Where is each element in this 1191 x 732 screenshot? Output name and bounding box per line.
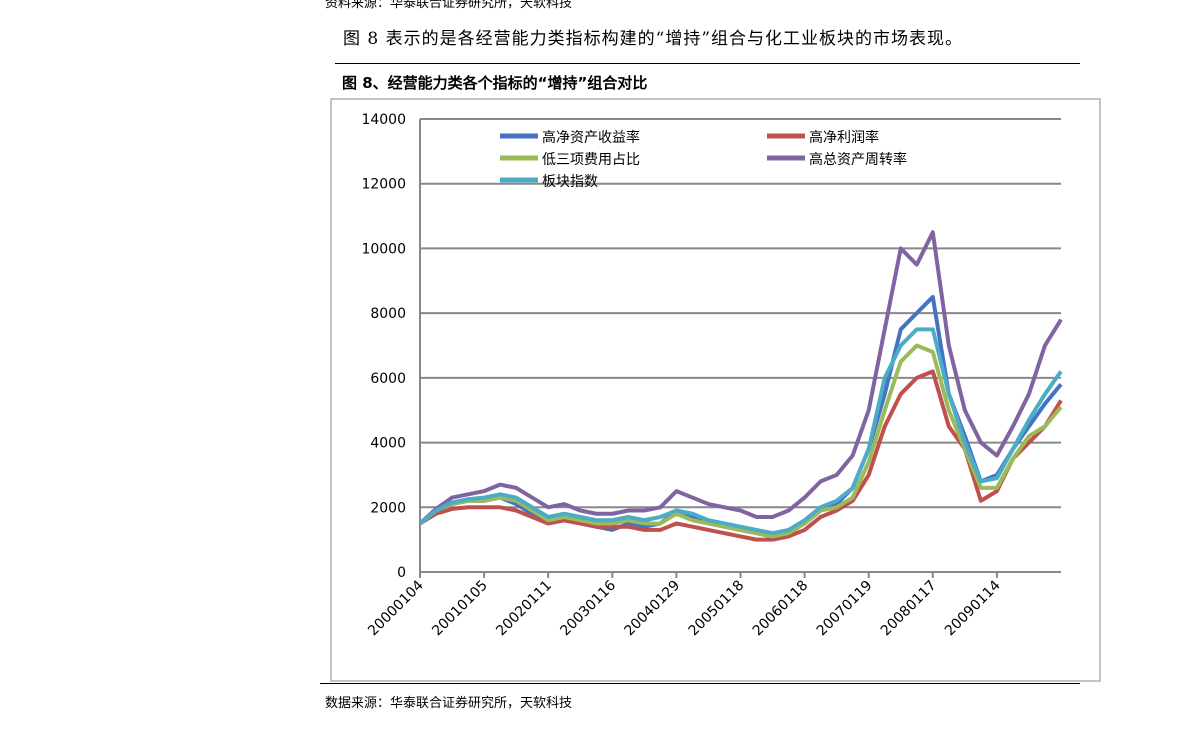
x-tick-label: 20040129 bbox=[622, 578, 684, 640]
series-line bbox=[418, 369, 1063, 542]
x-tick-label: 20080117 bbox=[878, 578, 940, 640]
x-tick-label: 20000104 bbox=[365, 577, 427, 639]
source-top: 资料来源：华泰联合证券研究所，天软科技 bbox=[325, 0, 573, 11]
legend-label: 高净资产收益率 bbox=[542, 129, 640, 146]
paragraph: 图 8 表示的是各经营能力类指标构建的“增持”组合与化工业板块的市场表现。 bbox=[343, 29, 964, 49]
x-tick-label: 20050118 bbox=[686, 578, 748, 640]
y-tick-label: 2000 bbox=[370, 500, 406, 516]
y-tick-label: 8000 bbox=[370, 306, 406, 322]
x-tick-label: 20060118 bbox=[750, 578, 812, 640]
series-line bbox=[418, 327, 1063, 536]
chart-title: 图 8、经营能力类各个指标的“增持”组合对比 bbox=[342, 74, 648, 92]
y-tick-label: 6000 bbox=[370, 371, 406, 387]
legend-label: 高净利润率 bbox=[809, 129, 879, 146]
series-line bbox=[418, 230, 1063, 525]
x-tick-label: 20070119 bbox=[814, 578, 876, 640]
chart-frame bbox=[330, 98, 1101, 682]
x-tick-label: 20090114 bbox=[942, 577, 1004, 639]
legend-label: 板块指数 bbox=[542, 174, 598, 190]
x-tick-label: 20010105 bbox=[429, 578, 491, 640]
legend-label: 高总资产周转率 bbox=[809, 151, 907, 168]
x-tick-label: 20020111 bbox=[493, 578, 555, 640]
legend-label: 低三项费用占比 bbox=[542, 152, 640, 168]
y-tick-label: 10000 bbox=[361, 241, 406, 257]
y-tick-label: 4000 bbox=[370, 436, 406, 452]
series-line bbox=[418, 343, 1063, 539]
y-tick-label: 12000 bbox=[361, 177, 406, 193]
source-bottom: 数据来源：华泰联合证券研究所，天软科技 bbox=[325, 696, 573, 711]
y-tick-label: 14000 bbox=[361, 112, 406, 128]
rule bbox=[335, 63, 1080, 64]
y-tick-label: 0 bbox=[397, 565, 406, 581]
x-tick-label: 20030116 bbox=[557, 577, 619, 639]
rule bbox=[320, 683, 1080, 684]
